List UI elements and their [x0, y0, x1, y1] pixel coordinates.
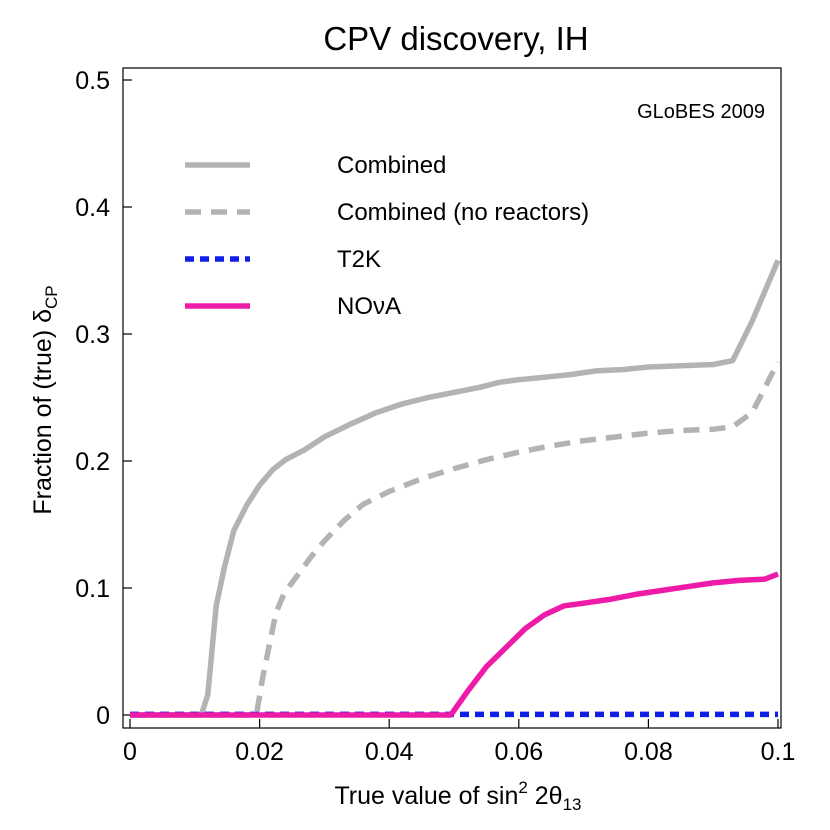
series-line-combined — [130, 259, 781, 718]
series-line-combined-no-reactors — [130, 360, 781, 718]
y-axis-title-prefix: Fraction of (true) δ — [29, 309, 57, 515]
series-layer — [130, 259, 781, 718]
y-tick-label: 0 — [96, 702, 110, 730]
x-tick-label: 0 — [123, 738, 137, 766]
x-axis-title-mid: 2θ — [528, 782, 563, 810]
x-axis-title-sup: 2 — [518, 778, 527, 797]
y-tick-label: 0.3 — [75, 321, 110, 349]
x-axis-title-sub: 13 — [563, 795, 582, 814]
y-axis-title: Fraction of (true) δCP — [29, 285, 61, 514]
x-tick-label: 0.1 — [761, 738, 796, 766]
series-line-no-a — [130, 571, 780, 718]
y-axis: 0 0.1 0.2 0.3 0.4 0.5 — [75, 67, 132, 730]
y-tick-label: 0.4 — [75, 194, 110, 222]
chart-title: CPV discovery, IH — [323, 20, 588, 57]
y-tick-label: 0.1 — [75, 575, 110, 603]
x-tick-label: 0.04 — [365, 738, 414, 766]
y-axis-title-sub: CP — [42, 285, 61, 309]
y-tick-label: 0.2 — [75, 448, 110, 476]
legend: Combined Combined (no reactors) T2K NOνA — [185, 152, 589, 320]
plot-frame — [122, 67, 782, 729]
y-tick-label: 0.5 — [75, 67, 110, 95]
annotation-label: GLoBES 2009 — [637, 101, 765, 123]
x-tick-label: 0.08 — [624, 738, 673, 766]
x-axis-title-prefix: True value of sin — [334, 782, 518, 810]
legend-label-t2k: T2K — [337, 246, 381, 273]
legend-label-combined: Combined — [337, 152, 446, 179]
x-tick-label: 0.02 — [235, 738, 284, 766]
legend-label-no-a: NOνA — [337, 293, 401, 320]
x-tick-label: 0.06 — [494, 738, 543, 766]
legend-label-combined-no-reactors: Combined (no reactors) — [337, 199, 589, 226]
x-axis-title: True value of sin2 2θ13 — [334, 778, 581, 814]
x-axis: 0 0.02 0.04 0.06 0.08 0.1 — [123, 719, 795, 766]
